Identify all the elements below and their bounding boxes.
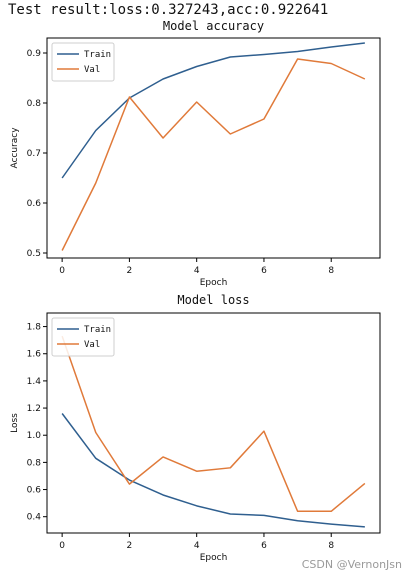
chart-1-legend: Train Val	[51, 42, 115, 82]
chart-2-xtick-label: 0	[59, 541, 65, 551]
chart-1-legend-label-train: Train	[84, 50, 111, 60]
chart-1: Model accuracy 0 2 4 6 8 0.5 0.6 0.7 0.8 0.9 Epoch A…	[10, 19, 381, 288]
chart-1-ylabel: Accuracy	[10, 127, 20, 169]
test-result-header: Test result:loss:0.327243,acc:0.922641	[8, 2, 329, 18]
chart-1-xtick-label: 6	[261, 266, 267, 276]
chart-2-ytick-label: 0.4	[27, 513, 42, 523]
chart-2-ylabel: Loss	[10, 413, 20, 433]
chart-2-legend-label-val: Val	[84, 340, 100, 350]
chart-2-legend-label-train: Train	[84, 325, 111, 335]
chart-1-xtick-label: 8	[328, 266, 334, 276]
chart-2-ytick-label: 1.4	[27, 377, 42, 387]
chart-2-ytick-label: 1.8	[27, 323, 42, 333]
chart-1-series-val-line	[61, 58, 366, 251]
chart-2-legend: Train Val	[51, 317, 115, 357]
chart-2-ytick-label: 1.2	[27, 404, 41, 414]
chart-1-legend-label-val: Val	[84, 65, 100, 75]
chart-1-series-train-line	[61, 42, 365, 179]
chart-1-plot-frame	[46, 37, 381, 259]
chart-2-plot-frame	[46, 312, 381, 534]
chart-1-xtick-label: 4	[194, 266, 200, 276]
chart-2-xtick-label: 8	[328, 541, 334, 551]
chart-1-ytick-label: 0.9	[27, 49, 42, 59]
chart-1-legend-box	[51, 42, 115, 82]
chart-2-xtick-label: 4	[194, 541, 200, 551]
chart-2-series-val-line	[61, 335, 366, 513]
chart-1-ytick-label: 0.6	[27, 199, 42, 209]
chart-2: Model loss 0 2 4 6 8 0.4 0.6 0.8 1.0 1.2 1.4 1.6 1.8 E…	[10, 293, 381, 563]
chart-1-ytick-label: 0.7	[27, 149, 41, 159]
chart-1-xtick-label: 2	[127, 266, 133, 276]
chart-2-ytick-label: 1.0	[27, 431, 42, 441]
chart-2-xtick-label: 6	[261, 541, 267, 551]
chart-2-xlabel: Epoch	[200, 553, 228, 563]
chart-1-title: Model accuracy	[163, 19, 264, 33]
chart-2-ytick-label: 1.6	[27, 350, 42, 360]
chart-2-legend-box	[51, 317, 115, 357]
chart-2-series-train-line	[61, 413, 365, 528]
watermark: CSDN @VernonJsn	[301, 558, 402, 571]
chart-1-ytick-label: 0.5	[27, 249, 41, 259]
chart-1-ytick-label: 0.8	[27, 99, 42, 109]
chart-1-xlabel: Epoch	[200, 278, 228, 288]
chart-2-xtick-label: 2	[127, 541, 133, 551]
chart-2-ytick-label: 0.8	[27, 458, 42, 468]
chart-2-title: Model loss	[177, 293, 249, 307]
chart-2-ytick-label: 0.6	[27, 486, 42, 496]
chart-1-xtick-label: 0	[59, 266, 65, 276]
